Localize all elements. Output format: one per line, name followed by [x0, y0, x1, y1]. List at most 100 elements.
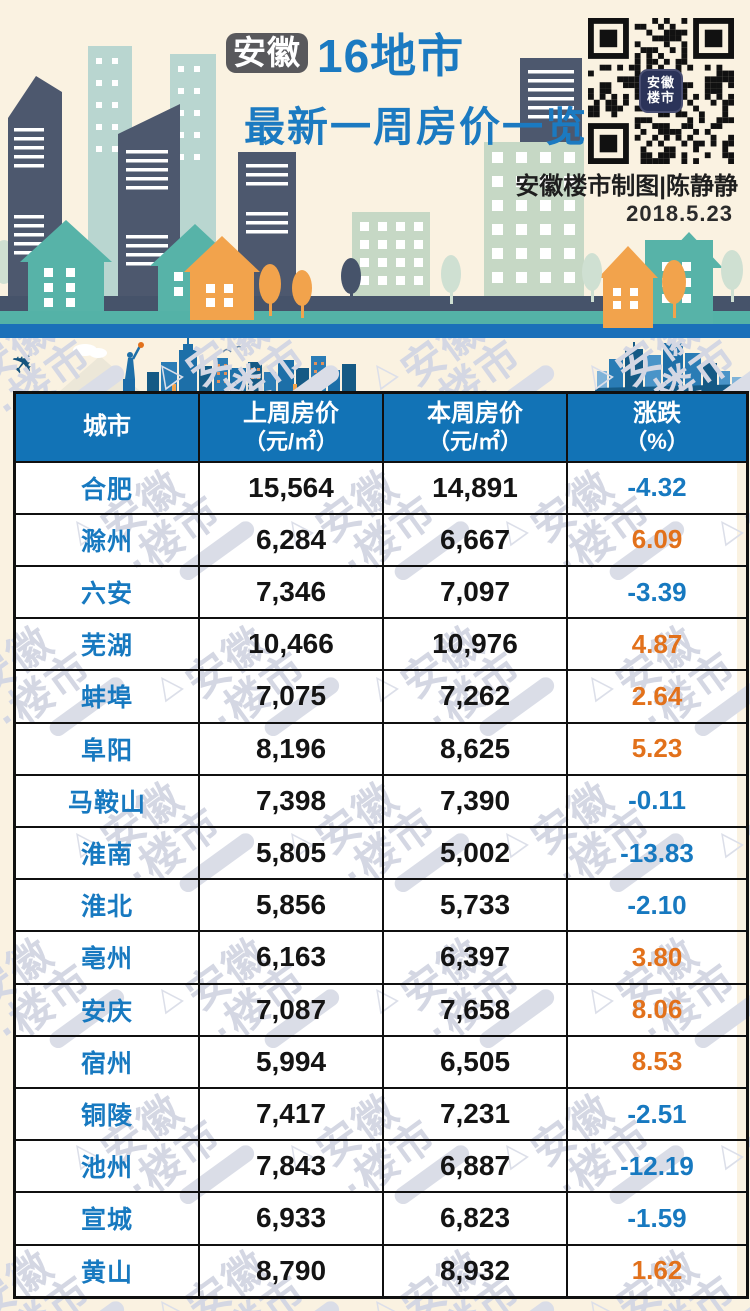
change-cell: -2.51	[566, 1086, 749, 1142]
qr-code: 安徽 楼市	[588, 18, 734, 164]
last-week-price-cell: 7,843	[198, 1139, 384, 1194]
last-week-price-cell: 5,805	[198, 825, 384, 881]
last-week-price-cell: 7,417	[198, 1086, 384, 1142]
title-block: 安徽 16地市 最新一周房价一览	[226, 20, 588, 153]
city-cell: 池州	[13, 1139, 200, 1194]
change-cell: 2.64	[566, 669, 749, 724]
credit-text: 安徽楼市制图|陈静静	[515, 173, 738, 200]
price-table-body: 合肥 15,564 14,891 -4.32 滁州 6,284 6,667 6.…	[13, 460, 749, 1299]
city-skyline-illustration	[0, 46, 750, 338]
this-week-price-cell: 8,625	[382, 721, 568, 776]
column-header-this-week: 本周房价 （元/㎡）	[382, 391, 568, 463]
change-cell: 6.09	[566, 512, 749, 567]
city-cell: 宣城	[13, 1191, 200, 1246]
city-cell: 滁州	[13, 512, 200, 567]
table-row: 亳州 6,163 6,397 3.80	[13, 930, 749, 985]
this-week-price-cell: 6,823	[382, 1191, 568, 1246]
change-cell: -13.83	[566, 825, 749, 881]
last-week-price-cell: 6,163	[198, 930, 384, 985]
last-week-price-cell: 7,075	[198, 669, 384, 724]
this-week-price-cell: 6,505	[382, 1034, 568, 1089]
last-week-price-cell: 8,790	[198, 1243, 384, 1299]
last-week-price-cell: 6,933	[198, 1191, 384, 1246]
city-cell: 黄山	[13, 1243, 200, 1299]
column-header-city: 城市	[13, 391, 200, 463]
city-cell: 芜湖	[13, 617, 200, 672]
change-cell: -3.39	[566, 564, 749, 620]
table-row: 六安 7,346 7,097 -3.39	[13, 564, 749, 620]
last-week-price-cell: 15,564	[198, 460, 384, 515]
qr-logo-line1: 安徽	[646, 75, 675, 91]
province-badge: 安徽	[226, 32, 308, 74]
this-week-price-cell: 8,932	[382, 1243, 568, 1299]
city-cell: 安庆	[13, 982, 200, 1037]
change-cell: 8.53	[566, 1034, 749, 1089]
this-week-price-cell: 5,733	[382, 878, 568, 933]
change-cell: -1.59	[566, 1191, 749, 1246]
column-header-last-week: 上周房价 （元/㎡）	[198, 391, 384, 463]
city-cell: 宿州	[13, 1034, 200, 1089]
page-subtitle: 最新一周房价一览	[244, 104, 588, 150]
this-week-price-cell: 14,891	[382, 460, 568, 515]
svg-text:✈: ✈	[5, 343, 45, 383]
city-cell: 淮南	[13, 825, 200, 881]
city-cell: 六安	[13, 564, 200, 620]
price-table-header: 城市 上周房价 （元/㎡） 本周房价 （元/㎡） 涨跌 （%）	[13, 391, 749, 463]
table-row: 滁州 6,284 6,667 6.09	[13, 512, 749, 567]
table-row: 黄山 8,790 8,932 1.62	[13, 1243, 749, 1299]
table-row: 阜阳 8,196 8,625 5.23	[13, 721, 749, 776]
table-row: 宣城 6,933 6,823 -1.59	[13, 1191, 749, 1246]
last-week-price-cell: 8,196	[198, 721, 384, 776]
this-week-price-cell: 10,976	[382, 617, 568, 672]
last-week-price-cell: 5,856	[198, 878, 384, 933]
qr-logo-line2: 楼市	[646, 90, 675, 105]
city-cell: 阜阳	[13, 721, 200, 776]
this-week-price-cell: 7,658	[382, 982, 568, 1037]
last-week-price-cell: 7,087	[198, 982, 384, 1037]
city-cell: 亳州	[13, 930, 200, 985]
table-row: 淮北 5,856 5,733 -2.10	[13, 878, 749, 933]
table-row: 宿州 5,994 6,505 8.53	[13, 1034, 749, 1089]
mini-skyline-right-illustration	[595, 341, 750, 391]
city-cell: 铜陵	[13, 1086, 200, 1142]
this-week-price-cell: 7,262	[382, 669, 568, 724]
change-cell: 4.87	[566, 617, 749, 672]
this-week-price-cell: 6,667	[382, 512, 568, 567]
change-cell: -0.11	[566, 773, 749, 828]
last-week-price-cell: 5,994	[198, 1034, 384, 1089]
change-cell: 5.23	[566, 721, 749, 776]
change-cell: 8.06	[566, 982, 749, 1037]
date-text: 2018.5.23	[626, 201, 733, 226]
column-header-change: 涨跌 （%）	[566, 391, 749, 463]
last-week-price-cell: 6,284	[198, 512, 384, 567]
change-cell: 3.80	[566, 930, 749, 985]
change-cell: -4.32	[566, 460, 749, 515]
change-cell: 1.62	[566, 1243, 749, 1299]
city-cell: 淮北	[13, 878, 200, 933]
table-row: 淮南 5,805 5,002 -13.83	[13, 825, 749, 881]
table-row: 马鞍山 7,398 7,390 -0.11	[13, 773, 749, 828]
table-row: 铜陵 7,417 7,231 -2.51	[13, 1086, 749, 1142]
price-table: 城市 上周房价 （元/㎡） 本周房价 （元/㎡） 涨跌 （%）	[13, 391, 749, 1299]
this-week-price-cell: 5,002	[382, 825, 568, 881]
header-section: 安徽 16地市 最新一周房价一览 安徽 楼市 安徽楼市制图|陈静静 2018.5…	[0, 0, 750, 338]
last-week-price-cell: 10,466	[198, 617, 384, 672]
qr-center-logo: 安徽 楼市	[639, 69, 683, 113]
table-row: 池州 7,843 6,887 -12.19	[13, 1139, 749, 1194]
this-week-price-cell: 7,390	[382, 773, 568, 828]
table-row: 蚌埠 7,075 7,262 2.64	[13, 669, 749, 724]
change-cell: -2.10	[566, 878, 749, 933]
city-cell: 合肥	[13, 460, 200, 515]
table-row: 合肥 15,564 14,891 -4.32	[13, 460, 749, 515]
this-week-price-cell: 7,231	[382, 1086, 568, 1142]
table-section: ✈	[0, 338, 750, 1311]
last-week-price-cell: 7,346	[198, 564, 384, 620]
this-week-price-cell: 6,887	[382, 1139, 568, 1194]
city-cell: 马鞍山	[13, 773, 200, 828]
table-row: 安庆 7,087 7,658 8.06	[13, 982, 749, 1037]
mini-skyline-left-illustration: ✈	[5, 338, 356, 391]
city-cell: 蚌埠	[13, 669, 200, 724]
this-week-price-cell: 7,097	[382, 564, 568, 620]
table-row: 芜湖 10,466 10,976 4.87	[13, 617, 749, 672]
